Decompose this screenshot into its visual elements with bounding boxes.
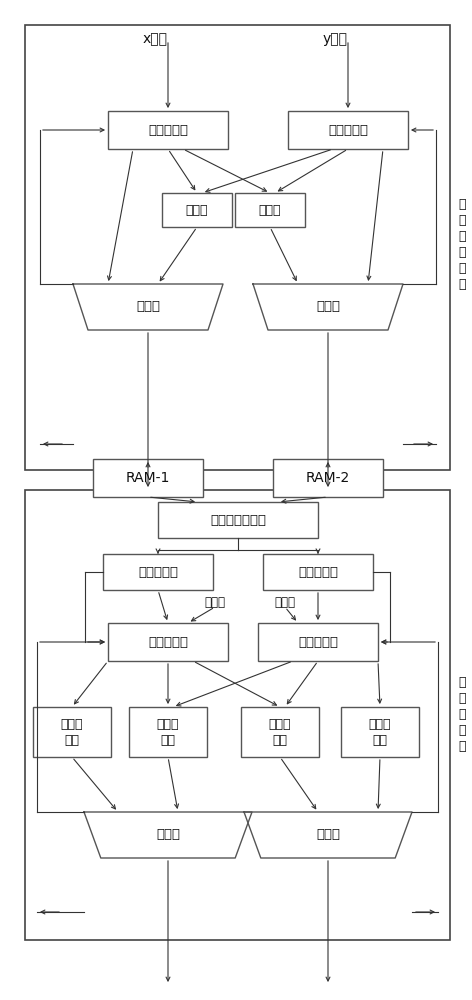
Text: 模
较
正
通
路: 模 较 正 通 路 [458,676,466,754]
Bar [25,490,450,940]
Text: 第四移
位器: 第四移 位器 [269,718,291,746]
Bar [263,554,373,590]
Bar [158,502,318,538]
Text: RAM-2: RAM-2 [306,471,350,485]
Bar [103,554,213,590]
Text: x通道: x通道 [143,32,168,46]
Bar [25,25,450,470]
Text: 多路选择器: 多路选择器 [148,636,188,648]
Bar [235,193,305,227]
Text: 移位器: 移位器 [186,204,208,217]
Text: 初始值: 初始值 [204,595,226,608]
Text: 第二判
决器: 第二判 决器 [369,718,391,746]
Bar [108,111,228,149]
Text: 加法器: 加法器 [136,300,160,314]
Bar [258,623,378,661]
Text: 第三移
位器: 第三移 位器 [157,718,179,746]
Text: 加法器: 加法器 [156,828,180,842]
Bar [273,459,383,497]
Bar [93,459,203,497]
Text: 原
始
计
算
通
路: 原 始 计 算 通 路 [458,198,466,292]
Text: 加法器: 加法器 [316,300,340,314]
Text: 模较正因子模块: 模较正因子模块 [210,514,266,526]
Text: y通道: y通道 [322,32,347,46]
Text: 第一移位器: 第一移位器 [138,566,178,578]
Bar [162,193,232,227]
Text: 初始值: 初始值 [275,595,295,608]
Bar [241,707,319,757]
Bar [288,111,408,149]
Bar [341,707,419,757]
Text: 第一判
决器: 第一判 决器 [61,718,83,746]
Text: 多路选择器: 多路选择器 [148,123,188,136]
Text: 加法器: 加法器 [316,828,340,842]
Text: 移位器: 移位器 [259,204,281,217]
Text: 第二移位器: 第二移位器 [298,566,338,578]
Bar [108,623,228,661]
Text: RAM-1: RAM-1 [126,471,170,485]
Text: 多路选择器: 多路选择器 [298,636,338,648]
Bar [33,707,111,757]
Text: 多路选择器: 多路选择器 [328,123,368,136]
Bar [129,707,207,757]
